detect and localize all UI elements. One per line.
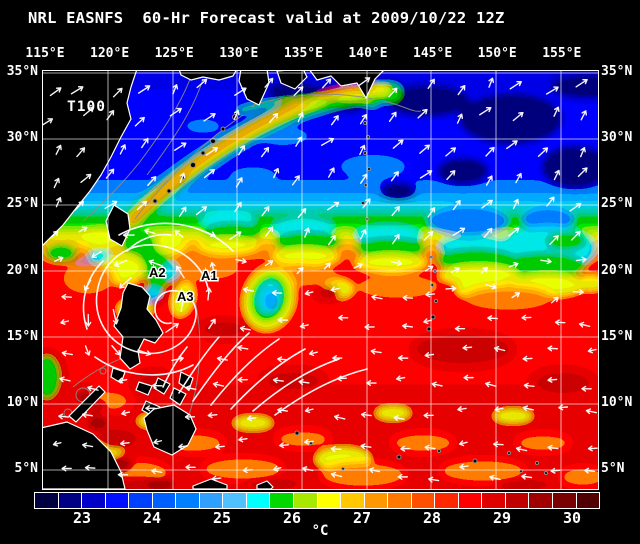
lon-label: 155°E xyxy=(542,46,582,61)
colorbar-cell xyxy=(294,493,317,508)
colorbar-tick-label: 29 xyxy=(492,509,512,527)
colorbar-tick-label: 25 xyxy=(212,509,232,527)
colorbar-cell xyxy=(388,493,411,508)
annotation-a2: A2 xyxy=(149,265,166,280)
lat-label-left: 35°N xyxy=(6,64,38,79)
colorbar xyxy=(34,492,600,509)
lat-label-right: 20°N xyxy=(601,262,633,278)
colorbar-cell xyxy=(317,493,341,508)
land-borneo xyxy=(43,421,126,489)
colorbar-unit: °C xyxy=(311,523,329,539)
lat-label-right: 25°N xyxy=(601,196,633,212)
colorbar-tick-label: 23 xyxy=(72,509,92,527)
lat-label-right: 30°N xyxy=(601,130,633,146)
colorbar-cell xyxy=(529,493,553,508)
lat-label-right: 5°N xyxy=(601,461,625,477)
colorbar-cell xyxy=(576,493,600,508)
lon-label: 150°E xyxy=(477,46,517,61)
annotation-t100: T100 xyxy=(67,99,106,115)
colorbar-cell xyxy=(341,493,364,508)
colorbar-cell xyxy=(35,493,58,508)
colorbar-tick-label: 27 xyxy=(352,509,372,527)
lon-label: 125°E xyxy=(154,46,194,61)
colorbar-cell xyxy=(411,493,435,508)
colorbar-cell xyxy=(105,493,129,508)
colorbar-cell xyxy=(129,493,152,508)
lon-label: 145°E xyxy=(413,46,453,61)
lon-label: 135°E xyxy=(283,46,323,61)
lat-label-left: 5°N xyxy=(14,461,38,477)
colorbar-cell xyxy=(482,493,505,508)
colorbar-cell xyxy=(152,493,176,508)
annotation-a3: A3 xyxy=(177,289,194,304)
lon-label: 140°E xyxy=(348,46,388,61)
lat-label-left: 30°N xyxy=(6,130,38,146)
colorbar-cell xyxy=(505,493,529,508)
colorbar-cell xyxy=(435,493,458,508)
lat-label-right: 10°N xyxy=(601,395,633,410)
annotation-a1: A1 xyxy=(201,268,218,283)
colorbar-cell xyxy=(553,493,576,508)
colorbar-cell xyxy=(270,493,294,508)
small-islands xyxy=(152,114,548,475)
lon-label: 130°E xyxy=(219,46,259,61)
lat-label-left: 10°N xyxy=(6,395,38,410)
typhoon-streamlines xyxy=(82,222,368,416)
lat-label-left: 15°N xyxy=(6,328,38,344)
colorbar-cell xyxy=(58,493,82,508)
land-kyushu xyxy=(238,71,270,106)
colorbar-tick-label: 30 xyxy=(562,509,582,527)
colorbar-cell xyxy=(82,493,105,508)
map-canvas: T100 A2 A1 A3 xyxy=(43,71,598,489)
colorbar-cell xyxy=(458,493,482,508)
lat-label-left: 25°N xyxy=(6,196,38,212)
colorbar-cell xyxy=(199,493,223,508)
lat-label-right: 15°N xyxy=(601,328,633,344)
colorbar-cell xyxy=(246,493,270,508)
lon-label: 120°E xyxy=(90,46,130,61)
title-text: NRL EASNFS 60-Hr Forecast valid at 2009/… xyxy=(28,9,505,27)
map-area: T100 A2 A1 A3 xyxy=(42,70,599,490)
colorbar-tick-label: 28 xyxy=(422,509,442,527)
lat-label-right: 35°N xyxy=(601,64,633,79)
colorbar-cell xyxy=(176,493,199,508)
colorbar-cell xyxy=(223,493,246,508)
colorbar-tick-label: 26 xyxy=(282,509,302,527)
colorbar-cell xyxy=(364,493,388,508)
map-annotations: T100 A2 A1 A3 xyxy=(67,99,219,306)
wind-vectors xyxy=(43,77,598,483)
colorbar-tick-label: 24 xyxy=(142,509,162,527)
sst-field xyxy=(43,71,598,489)
lat-label-left: 20°N xyxy=(6,262,38,278)
land-shikoku xyxy=(276,71,308,90)
lon-label: 115°E xyxy=(25,46,65,61)
